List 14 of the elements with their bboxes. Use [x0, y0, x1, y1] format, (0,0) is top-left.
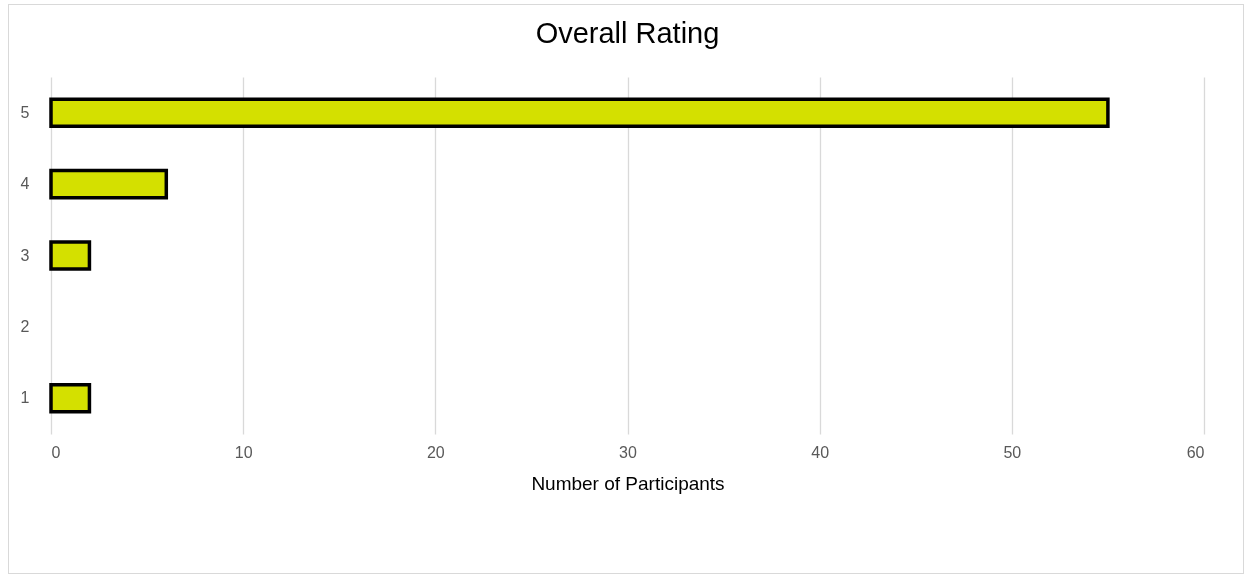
- x-tick-label: 60: [1186, 443, 1205, 461]
- x-tick-label: 40: [811, 443, 830, 461]
- x-axis-title: Number of Participants: [531, 472, 725, 494]
- x-tick-label: 30: [619, 443, 637, 461]
- x-tick-label: 0: [51, 443, 61, 461]
- y-tick-label: 3: [20, 246, 30, 264]
- y-tick-label: 1: [20, 389, 30, 407]
- y-tick-label: 2: [20, 317, 30, 335]
- y-tick-label: 5: [20, 103, 30, 121]
- chart-title: Overall Rating: [535, 17, 720, 49]
- x-tick-label: 10: [234, 443, 253, 461]
- y-tick-label: 4: [20, 175, 30, 193]
- x-tick-label: 20: [426, 443, 445, 461]
- x-tick-label: 50: [1003, 443, 1022, 461]
